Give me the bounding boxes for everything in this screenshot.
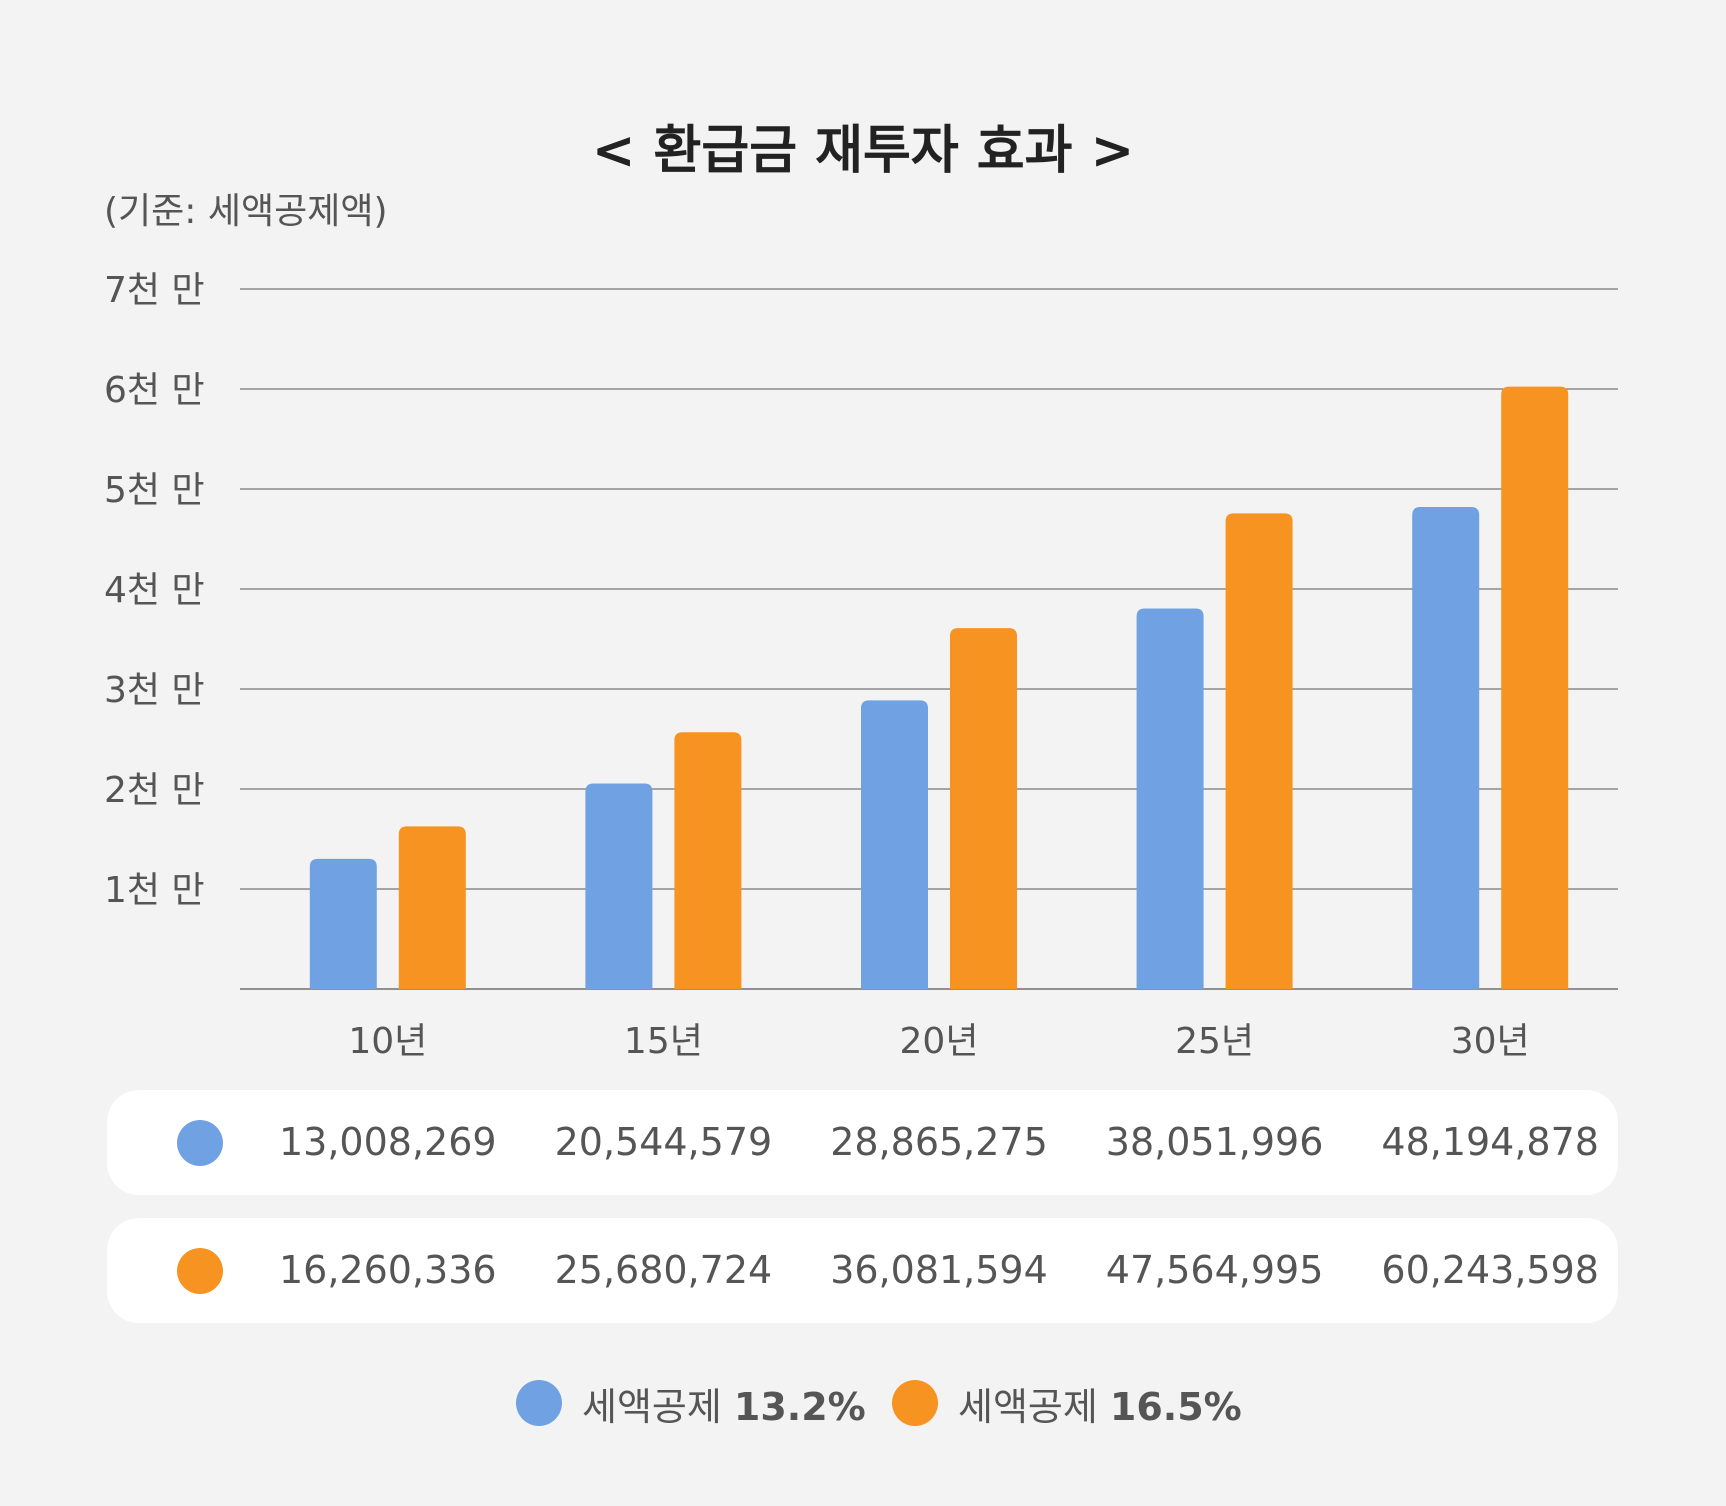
x-tick-label: 20년 — [900, 1021, 979, 1060]
legend-dot-orange — [892, 1380, 938, 1426]
y-tick-label: 6천 만 — [104, 370, 205, 411]
row-value: 60,243,598 — [1381, 1248, 1599, 1292]
legend-label: 세액공제 16.5% — [958, 1384, 1242, 1429]
x-tick-label: 10년 — [348, 1021, 427, 1060]
bar-orange — [674, 732, 742, 989]
row-value: 20,544,579 — [554, 1120, 773, 1164]
bar-blue — [309, 858, 377, 989]
bar-orange — [1225, 513, 1293, 989]
row-value: 28,865,275 — [830, 1120, 1048, 1164]
bar-blue — [1136, 608, 1204, 989]
legend-item-16-5: 세액공제 16.5% — [892, 1378, 1242, 1429]
y-tick-label: 1천 만 — [104, 870, 205, 911]
series-dot-blue — [177, 1120, 223, 1166]
legend-item-13-2: 세액공제 13.2% — [516, 1378, 866, 1429]
data-row-13-2: 13,008,269 20,544,579 28,865,275 38,051,… — [107, 1090, 1618, 1195]
chart-legend: 세액공제 13.2% 세액공제 16.5% — [0, 1378, 1726, 1429]
y-tick-label: 7천 만 — [104, 270, 205, 311]
data-row-16-5: 16,260,336 25,680,724 36,081,594 47,564,… — [107, 1218, 1618, 1323]
row-value: 36,081,594 — [830, 1248, 1048, 1292]
chart-subtitle: (기준: 세액공제액) — [104, 191, 388, 232]
y-tick-label: 3천 만 — [104, 670, 205, 711]
row-value: 16,260,336 — [279, 1248, 497, 1292]
row-value: 13,008,269 — [279, 1120, 497, 1164]
bar-orange — [950, 628, 1017, 989]
row-value: 38,051,996 — [1105, 1120, 1324, 1164]
legend-label: 세액공제 13.2% — [582, 1384, 866, 1429]
row-value: 47,564,995 — [1105, 1248, 1324, 1292]
y-tick-label: 4천 만 — [104, 570, 205, 611]
x-tick-label: 30년 — [1451, 1021, 1530, 1060]
y-tick-label: 2천 만 — [104, 770, 205, 811]
bar-blue — [585, 783, 653, 989]
chart-title: < 환급금 재투자 효과 > — [591, 121, 1135, 181]
bar-chart: 1천 만 2천 만 3천 만 4천 만 5천 만 6천 만 7천 만 10년 15년 20년 25년… — [104, 270, 1618, 1060]
row-value: 25,680,724 — [554, 1248, 773, 1292]
series-dot-orange — [177, 1248, 223, 1294]
bar-orange — [1501, 386, 1569, 989]
bar-blue — [861, 700, 928, 989]
row-value: 48,194,878 — [1381, 1120, 1599, 1164]
x-tick-label: 15년 — [624, 1021, 703, 1060]
bar-orange — [398, 826, 466, 989]
y-tick-label: 5천 만 — [104, 470, 205, 511]
legend-dot-blue — [516, 1380, 562, 1426]
bar-blue — [1412, 507, 1480, 989]
x-tick-label: 25년 — [1175, 1021, 1254, 1060]
